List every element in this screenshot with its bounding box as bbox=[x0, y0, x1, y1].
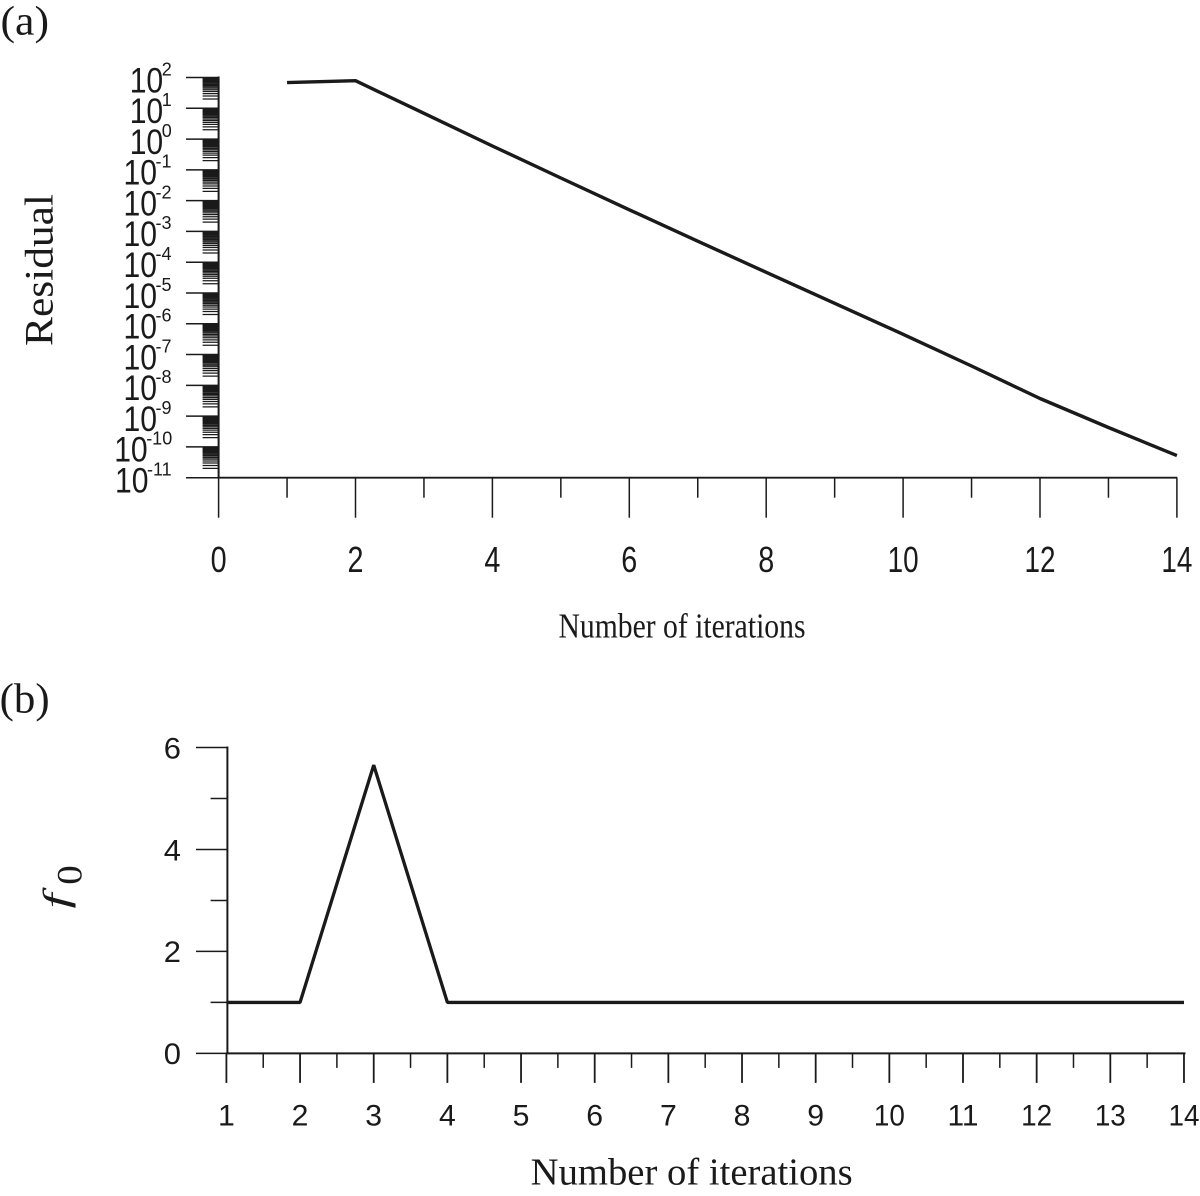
svg-text:5: 5 bbox=[513, 1099, 530, 1132]
svg-text:6: 6 bbox=[621, 539, 637, 580]
svg-text:10: 10 bbox=[874, 1099, 905, 1132]
svg-text:Residual: Residual bbox=[17, 194, 62, 346]
svg-text:0: 0 bbox=[164, 1038, 181, 1071]
svg-text:7: 7 bbox=[660, 1099, 677, 1132]
svg-text:(b): (b) bbox=[0, 676, 50, 722]
svg-text:-1: -1 bbox=[156, 152, 172, 172]
svg-text:10: 10 bbox=[124, 276, 158, 316]
svg-text:-9: -9 bbox=[156, 398, 172, 418]
svg-text:(a): (a) bbox=[1, 0, 49, 43]
svg-text:Number of iterations: Number of iterations bbox=[531, 1151, 853, 1191]
svg-text:6: 6 bbox=[586, 1099, 603, 1132]
svg-text:10: 10 bbox=[130, 122, 164, 162]
svg-text:10: 10 bbox=[124, 307, 158, 347]
svg-text:9: 9 bbox=[807, 1099, 824, 1132]
svg-text:-2: -2 bbox=[156, 182, 172, 202]
svg-text:2: 2 bbox=[348, 539, 364, 580]
svg-text:10: 10 bbox=[114, 430, 148, 470]
svg-text:3: 3 bbox=[365, 1099, 382, 1132]
svg-text:4: 4 bbox=[484, 539, 500, 580]
svg-text:1: 1 bbox=[162, 90, 172, 110]
svg-text:2: 2 bbox=[292, 1099, 309, 1132]
svg-text:8: 8 bbox=[758, 539, 774, 580]
svg-text:10: 10 bbox=[124, 245, 158, 285]
svg-text:13: 13 bbox=[1095, 1099, 1126, 1132]
svg-text:2: 2 bbox=[162, 59, 172, 79]
svg-text:0: 0 bbox=[50, 865, 90, 885]
svg-text:10: 10 bbox=[124, 214, 158, 254]
svg-text:10: 10 bbox=[124, 368, 158, 408]
svg-text:2: 2 bbox=[164, 936, 181, 969]
svg-text:Number of iterations: Number of iterations bbox=[559, 607, 806, 646]
svg-text:8: 8 bbox=[734, 1099, 751, 1132]
svg-text:10: 10 bbox=[124, 399, 158, 439]
svg-text:10: 10 bbox=[124, 153, 158, 193]
svg-text:10: 10 bbox=[124, 183, 158, 223]
svg-text:10: 10 bbox=[888, 539, 919, 580]
svg-text:-5: -5 bbox=[156, 275, 172, 295]
svg-text:10: 10 bbox=[130, 60, 164, 100]
svg-text:10: 10 bbox=[124, 337, 158, 377]
svg-text:11: 11 bbox=[948, 1099, 979, 1132]
svg-text:-8: -8 bbox=[156, 367, 172, 387]
svg-text:14: 14 bbox=[1168, 1099, 1199, 1132]
svg-text:-3: -3 bbox=[156, 213, 172, 233]
svg-text:10: 10 bbox=[115, 461, 149, 501]
svg-text:12: 12 bbox=[1021, 1099, 1052, 1132]
svg-text:10: 10 bbox=[130, 91, 164, 131]
svg-text:1: 1 bbox=[218, 1099, 235, 1132]
svg-text:-6: -6 bbox=[156, 306, 172, 326]
svg-text:4: 4 bbox=[164, 834, 181, 867]
svg-text:-4: -4 bbox=[156, 244, 172, 264]
svg-text:12: 12 bbox=[1025, 539, 1056, 580]
svg-text:-7: -7 bbox=[156, 336, 172, 356]
svg-text:14: 14 bbox=[1161, 539, 1192, 580]
svg-text:-10: -10 bbox=[146, 429, 172, 449]
svg-text:4: 4 bbox=[439, 1099, 456, 1132]
svg-text:0: 0 bbox=[162, 121, 172, 141]
svg-text:6: 6 bbox=[164, 732, 181, 765]
svg-text:0: 0 bbox=[211, 539, 227, 580]
svg-text:-11: -11 bbox=[147, 460, 172, 480]
